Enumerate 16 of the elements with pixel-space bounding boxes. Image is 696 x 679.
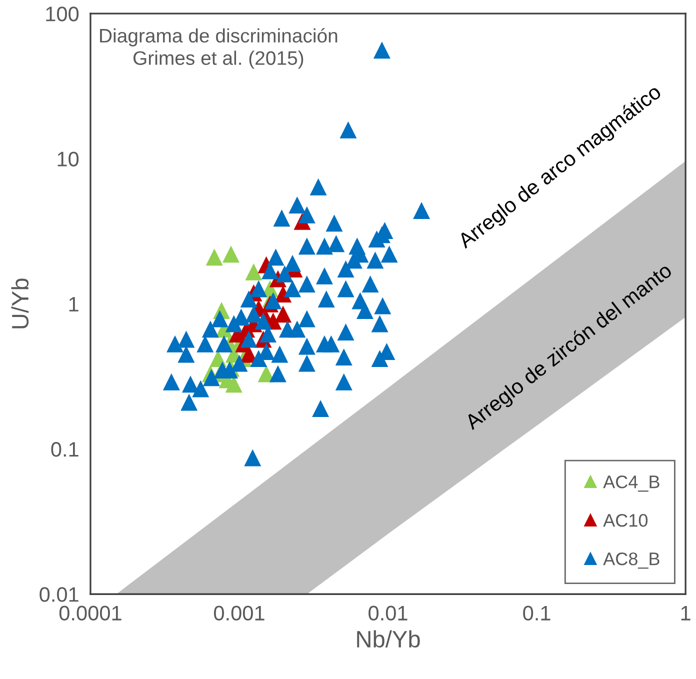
x-tick-label: 1 xyxy=(681,606,690,620)
x-tick-label: 0.01 xyxy=(368,606,408,621)
legend-label: AC10 xyxy=(603,514,648,527)
y-tick-label: 10 xyxy=(58,152,79,166)
x-tick-label: 0.001 xyxy=(214,606,264,621)
y-tick-label: 100 xyxy=(46,6,79,22)
legend-label: AC8_B xyxy=(603,552,660,569)
annotation: Diagrama de discriminación Grimes et al. (2015) xyxy=(100,28,338,69)
legend-label: AC4_B xyxy=(603,475,660,492)
y-axis-title: U/Yb xyxy=(11,278,29,328)
y-tick-label: 1 xyxy=(69,297,78,312)
x-axis-title: Nb/Yb xyxy=(357,630,420,648)
y-tick-label: 0.01 xyxy=(40,587,78,602)
x-tick-label: 0.1 xyxy=(523,606,550,621)
y-tick-label: 0.1 xyxy=(51,442,78,457)
x-tick-label: 0.0001 xyxy=(59,606,122,621)
